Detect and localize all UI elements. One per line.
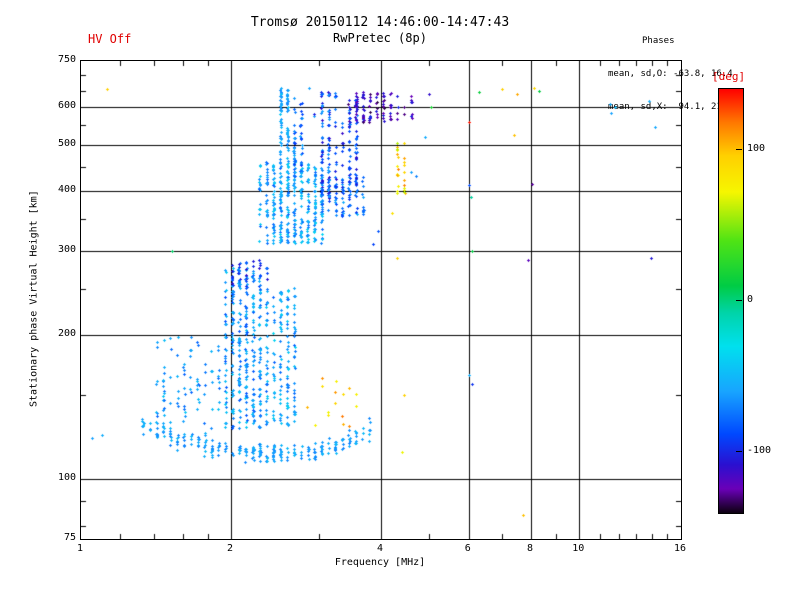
y-tick-label: 400 xyxy=(57,184,76,196)
y-tick-label: 100 xyxy=(57,472,76,484)
y-tick-label: 75 xyxy=(63,532,76,543)
y-tick-label: 500 xyxy=(57,138,76,150)
colorbar-tick-label: 0 xyxy=(747,294,754,305)
colorbar xyxy=(718,88,744,514)
plot-area xyxy=(80,60,682,540)
x-tick-label: 2 xyxy=(226,543,234,554)
x-axis-title: Frequency [MHz] xyxy=(334,557,426,568)
x-tick-label: 10 xyxy=(572,543,585,554)
x-tick-label: 6 xyxy=(464,543,471,554)
colorbar-unit-label: [deg] xyxy=(712,70,746,83)
y-tick-label: 200 xyxy=(57,328,76,340)
scatter-canvas xyxy=(81,61,681,539)
x-tick-label: 1 xyxy=(76,543,84,554)
y-tick-label: 600 xyxy=(57,100,76,112)
colorbar-tick-label: -100 xyxy=(747,445,772,457)
colorbar-tick-label: 100 xyxy=(747,142,766,154)
y-axis-title: Stationary phase Virtual Height [km] xyxy=(28,190,40,408)
phases-heading: Phases xyxy=(642,36,675,46)
colorbar-tick-mark xyxy=(736,451,742,452)
x-tick-label: 8 xyxy=(526,543,534,554)
plot-title: Tromsø 20150112 14:46:00-14:47:43 xyxy=(250,15,510,30)
colorbar-tick-mark xyxy=(736,300,742,301)
colorbar-tick-mark xyxy=(736,149,742,150)
y-tick-label: 750 xyxy=(57,54,76,65)
hv-status-label: HV Off xyxy=(88,32,132,46)
x-tick-label: 4 xyxy=(376,543,384,554)
y-tick-label: 300 xyxy=(57,244,76,256)
plot-subtitle: RwPretec (8p) xyxy=(333,31,427,45)
x-tick-label: 16 xyxy=(673,543,687,554)
